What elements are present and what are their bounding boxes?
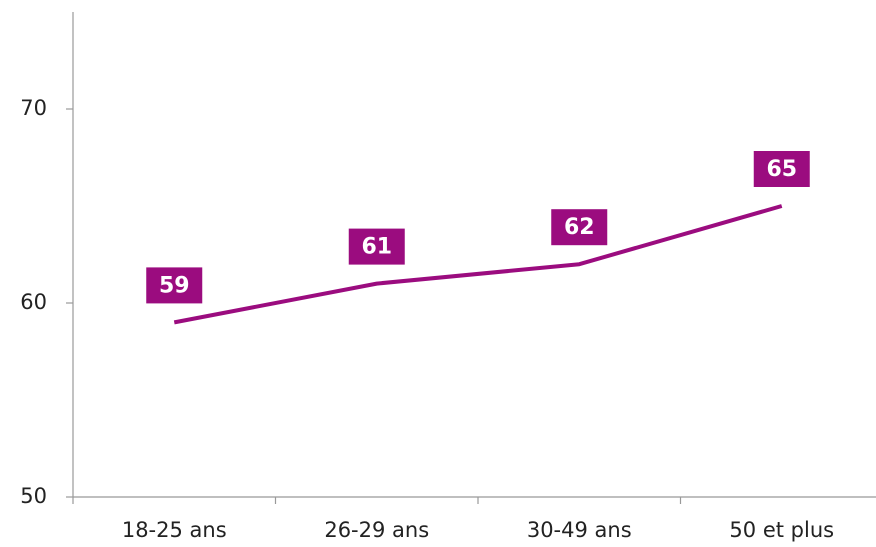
- data-label-box: [551, 209, 608, 246]
- line: [173, 204, 783, 325]
- data-label: 59: [159, 273, 190, 298]
- y-tick-label: 70: [20, 96, 47, 120]
- x-tick-label: 18-25 ans: [122, 518, 227, 542]
- x-tick-label: 30-49 ans: [527, 518, 632, 542]
- data-label-box: [753, 151, 810, 187]
- x-tick-label: 50 et plus: [729, 518, 834, 542]
- data-label: 65: [766, 157, 797, 182]
- data-label: 62: [564, 215, 595, 240]
- y-tick-label: 50: [20, 484, 47, 508]
- data-label-box: [348, 228, 405, 265]
- data-label-box: [146, 267, 203, 304]
- data-label: 61: [361, 235, 392, 260]
- x-tick-label: 26-29 ans: [324, 518, 429, 542]
- y-tick-label: 60: [20, 290, 47, 314]
